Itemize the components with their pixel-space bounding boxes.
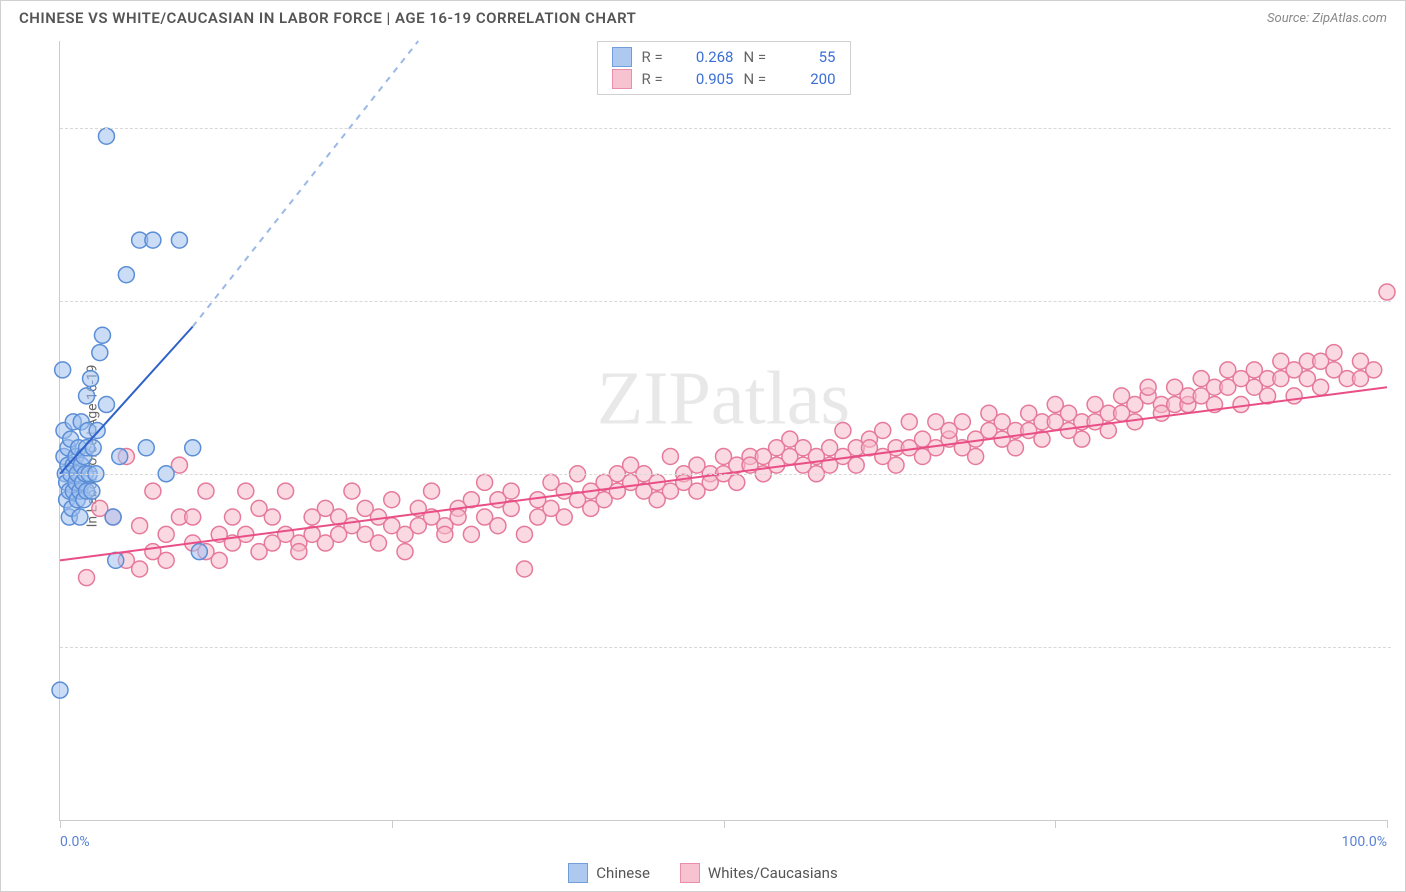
data-point	[848, 457, 864, 473]
data-point	[158, 552, 174, 568]
plot-area: ZIPatlas R = 0.268 N = 55 R = 0.905 N = …	[59, 41, 1387, 821]
data-point	[662, 448, 678, 464]
data-point	[888, 457, 904, 473]
gridline-h	[60, 128, 1391, 129]
data-point	[503, 483, 519, 499]
data-point	[516, 526, 532, 542]
data-point	[490, 518, 506, 534]
data-point	[132, 518, 148, 534]
data-point	[901, 414, 917, 430]
xtick	[1055, 820, 1056, 828]
data-point	[424, 483, 440, 499]
data-point	[729, 474, 745, 490]
data-point	[1140, 379, 1156, 395]
xtick-label: 0.0%	[60, 834, 90, 850]
data-point	[875, 423, 891, 439]
data-point	[145, 483, 161, 499]
data-point	[437, 526, 453, 542]
data-point	[185, 440, 201, 456]
xtick	[392, 820, 393, 828]
data-point	[463, 526, 479, 542]
data-point	[98, 397, 114, 413]
data-point	[1007, 440, 1023, 456]
data-point	[968, 448, 984, 464]
gridline-h	[60, 474, 1391, 475]
data-point	[954, 414, 970, 430]
data-point	[112, 448, 128, 464]
data-point	[225, 509, 241, 525]
xtick	[1387, 820, 1388, 828]
data-point	[477, 474, 493, 490]
legend-item-chinese: Chinese	[568, 863, 650, 883]
data-point	[118, 267, 134, 283]
data-point	[1326, 345, 1342, 361]
trend-line	[193, 41, 419, 327]
swatch-chinese	[568, 863, 588, 883]
data-point	[138, 440, 154, 456]
data-point	[835, 423, 851, 439]
data-point	[198, 483, 214, 499]
legend-label-chinese: Chinese	[596, 864, 650, 882]
data-point	[344, 483, 360, 499]
data-point	[1286, 388, 1302, 404]
data-point	[55, 362, 71, 378]
data-point	[384, 492, 400, 508]
data-point	[191, 544, 207, 560]
data-point	[83, 371, 99, 387]
data-point	[1379, 284, 1395, 300]
data-point	[84, 483, 100, 499]
data-point	[278, 483, 294, 499]
data-point	[105, 509, 121, 525]
xtick-label: 100.0%	[1342, 834, 1387, 850]
data-point	[450, 509, 466, 525]
data-point	[185, 509, 201, 525]
data-point	[556, 509, 572, 525]
data-point	[132, 561, 148, 577]
chart-container: CHINESE VS WHITE/CAUCASIAN IN LABOR FORC…	[0, 0, 1406, 892]
data-point	[171, 232, 187, 248]
source-label: Source: ZipAtlas.com	[1267, 11, 1387, 26]
data-point	[264, 509, 280, 525]
data-point	[211, 552, 227, 568]
legend-label-whites: Whites/Caucasians	[708, 864, 838, 882]
data-point	[92, 345, 108, 361]
legend-item-whites: Whites/Caucasians	[680, 863, 838, 883]
xtick	[60, 820, 61, 828]
data-point	[52, 682, 68, 698]
scatter-svg	[60, 41, 1387, 820]
data-point	[370, 535, 386, 551]
gridline-h	[60, 647, 1391, 648]
header: CHINESE VS WHITE/CAUCASIAN IN LABOR FORC…	[1, 1, 1405, 31]
data-point	[94, 327, 110, 343]
data-point	[516, 561, 532, 577]
data-point	[145, 232, 161, 248]
data-point	[79, 388, 95, 404]
data-point	[1074, 431, 1090, 447]
data-point	[397, 544, 413, 560]
data-point	[98, 128, 114, 144]
data-point	[1313, 379, 1329, 395]
data-point	[238, 483, 254, 499]
chart-title: CHINESE VS WHITE/CAUCASIAN IN LABOR FORC…	[19, 9, 636, 27]
data-point	[158, 526, 174, 542]
series-legend: Chinese Whites/Caucasians	[1, 863, 1405, 883]
data-point	[72, 509, 88, 525]
data-point	[79, 570, 95, 586]
gridline-h	[60, 301, 1391, 302]
data-point	[291, 544, 307, 560]
chart-area: In Labor Force | Age 16-19 ZIPatlas R = …	[19, 41, 1387, 851]
swatch-whites	[680, 863, 700, 883]
data-point	[1366, 362, 1382, 378]
xtick	[724, 820, 725, 828]
